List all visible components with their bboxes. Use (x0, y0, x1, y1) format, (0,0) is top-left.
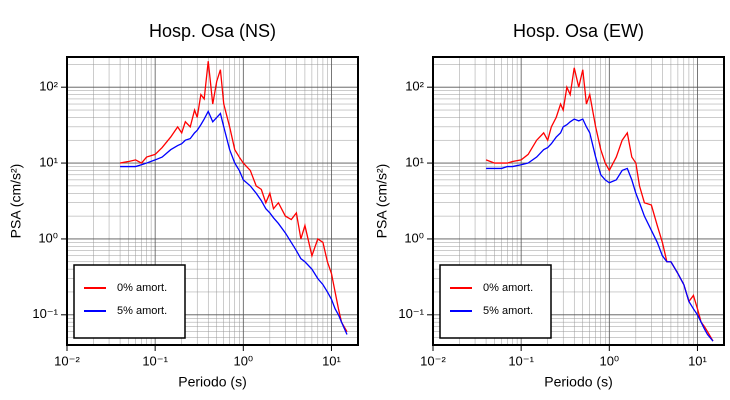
chart-title: Hosp. Osa (EW) (513, 21, 644, 41)
x-tick-label: 10⁻¹ (508, 353, 534, 368)
y-tick-label: 10¹ (39, 155, 58, 170)
y-tick-label: 10⁰ (38, 230, 58, 245)
plot-frame (66, 56, 359, 346)
x-tick-label: 10⁻¹ (142, 353, 168, 368)
legend-label: 5% amort. (117, 305, 167, 317)
legend-label: 0% amort. (483, 282, 533, 294)
series-line (119, 61, 348, 332)
x-tick-label: 10⁰ (599, 353, 619, 368)
y-tick-label: 10⁻¹ (398, 306, 424, 321)
x-tick-label: 10⁰ (233, 353, 253, 368)
legend: 0% amort. 5% amort. (73, 264, 186, 339)
grid (66, 57, 358, 345)
plot-lines (485, 67, 714, 342)
y-tick-label: 10² (39, 79, 58, 94)
legend-label: 0% amort. (117, 282, 167, 294)
y-tick-label: 10⁰ (404, 230, 424, 245)
x-axis-label: Periodo (s) (178, 374, 246, 390)
x-tick-label: 10⁻² (54, 353, 80, 368)
legend: 0% amort. 5% amort. (439, 264, 552, 339)
series-line (486, 118, 714, 342)
plot-lines (119, 61, 348, 335)
grid (432, 57, 724, 345)
chart-title: Hosp. Osa (NS) (149, 21, 276, 41)
legend-box (439, 264, 552, 339)
y-axis-label: PSA (cm/s²) (374, 164, 390, 239)
x-tick-label: 10¹ (322, 353, 341, 368)
y-tick-label: 10² (405, 79, 424, 94)
y-tick-label: 10¹ (405, 155, 424, 170)
legend-label: 5% amort. (483, 305, 533, 317)
y-axis-label: PSA (cm/s²) (8, 164, 24, 239)
legend-box (73, 264, 186, 339)
x-axis-label: Periodo (s) (544, 374, 612, 390)
series-line (120, 109, 348, 335)
plot-frame (432, 56, 725, 346)
x-tick-label: 10⁻² (420, 353, 446, 368)
y-tick-label: 10⁻¹ (32, 306, 58, 321)
x-tick-label: 10¹ (688, 353, 707, 368)
